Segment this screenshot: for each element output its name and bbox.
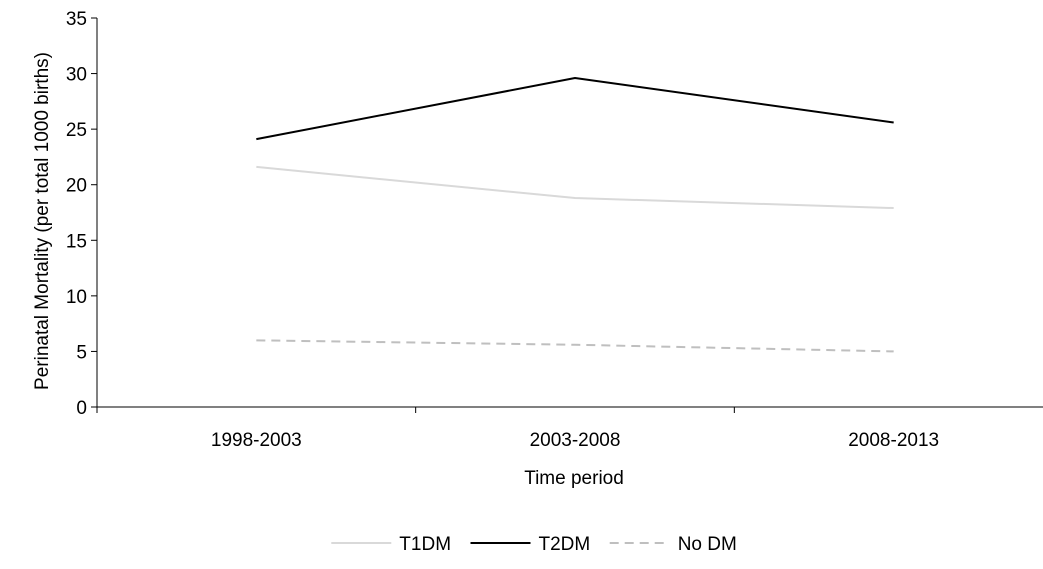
x-tick-label: 2003-2008 xyxy=(530,430,621,451)
x-tick-label: 2008-2013 xyxy=(848,430,939,451)
x-axis-title: Time period xyxy=(524,468,624,489)
y-tick-label: 15 xyxy=(66,231,87,252)
y-axis-title: Perinatal Mortality (per total 1000 birt… xyxy=(32,52,53,390)
y-tick-label: 0 xyxy=(76,398,87,419)
axes xyxy=(91,17,1043,413)
series-line-t2dm xyxy=(256,77,894,141)
legend-label: T1DM xyxy=(399,534,451,555)
y-tick-label: 25 xyxy=(66,120,87,141)
legend: T1DM T2DM No DM xyxy=(331,534,737,555)
series-line-t1dm xyxy=(256,165,894,210)
series-line-no-dm xyxy=(256,339,894,353)
y-tick-label: 10 xyxy=(66,287,87,308)
legend-item-no-dm: No DM xyxy=(609,534,737,555)
y-tick-label: 20 xyxy=(66,176,87,197)
legend-label: T2DM xyxy=(539,534,591,555)
tick-labels: 0 5 10 15 20 25 30 35 1998-2003 2003-2008 2008-201… xyxy=(66,9,939,451)
x-tick-label: 1998-2003 xyxy=(211,430,302,451)
legend-label: No DM xyxy=(678,534,737,555)
y-tick-label: 5 xyxy=(76,342,87,363)
legend-item-t1dm: T1DM xyxy=(331,534,451,555)
legend-item-t2dm: T2DM xyxy=(470,534,591,555)
y-tick-label: 30 xyxy=(66,65,87,86)
y-tick-label: 35 xyxy=(66,9,87,30)
series-lines xyxy=(256,77,894,353)
